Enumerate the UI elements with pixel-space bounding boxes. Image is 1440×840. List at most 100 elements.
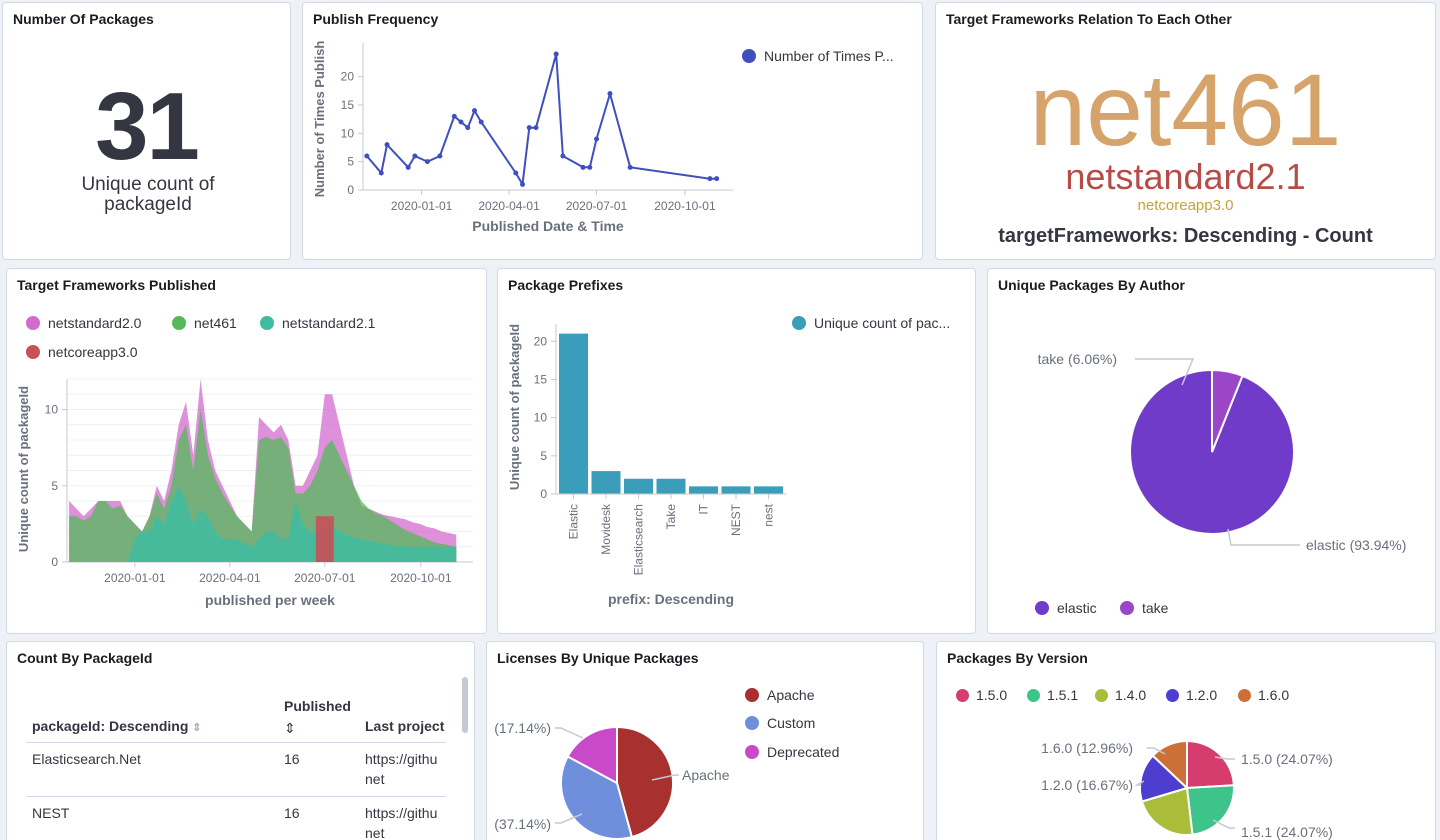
target-frameworks-relation-panel: Target Frameworks Relation To Each Other… [935, 2, 1436, 260]
y-tick-label: 5 [540, 449, 547, 463]
legend-color-dot [260, 316, 274, 330]
legend-color-dot [745, 716, 759, 730]
data-point [513, 170, 519, 176]
y-tick-label: 0 [540, 487, 547, 501]
legend-color-dot [792, 316, 806, 330]
data-point [405, 164, 411, 170]
x-axis-title: prefix: Descending [608, 591, 734, 607]
bar [624, 478, 653, 494]
legend-item[interactable]: Number of Times P... [742, 48, 894, 64]
legend-item[interactable]: netcoreapp3.0 [26, 344, 138, 360]
panel-title: Packages By Version [947, 650, 1088, 666]
bar [754, 486, 783, 494]
author-pie-chart: take (6.06%) elastic (93.94%) [1038, 351, 1407, 553]
data-point [471, 108, 477, 114]
table-cell-link[interactable]: net [365, 771, 385, 787]
legend-color-dot [745, 745, 759, 759]
data-point [714, 176, 720, 182]
legend-color-dot [956, 688, 969, 702]
x-tick-label: 2020-07-01 [566, 199, 628, 213]
panel-title: Number Of Packages [13, 11, 154, 27]
legend-item[interactable]: Apache [745, 687, 814, 703]
y-axis-title: Unique count of packageId [507, 324, 522, 490]
metric-value: 31 [95, 73, 200, 180]
legend-color-dot [1120, 601, 1134, 615]
slice-label: 1.6.0 (12.96%) [1041, 740, 1133, 756]
column-header-last-project[interactable]: Last project [365, 718, 444, 734]
legend-item[interactable]: net461 [172, 315, 237, 331]
data-point [594, 136, 600, 142]
data-point [707, 176, 713, 182]
legend-color-dot [742, 49, 756, 63]
bar [559, 333, 588, 494]
table-cell-link[interactable]: https://githu [365, 805, 438, 821]
data-point [533, 125, 539, 131]
sort-icon[interactable]: ⇕ [284, 720, 296, 736]
legend-color-dot [1027, 688, 1040, 702]
table-scrollbar[interactable] [462, 677, 468, 733]
legend-item[interactable]: take [1120, 600, 1168, 616]
series-bar [315, 516, 334, 562]
legend-label: Number of Times P... [764, 48, 894, 64]
y-tick-label: 0 [51, 555, 58, 569]
packages-by-version-panel: Packages By Version 1.5.0 1.5.1 1.4.0 1.… [936, 641, 1436, 840]
legend-item[interactable]: 1.5.0 [956, 687, 1007, 703]
table-cell-link[interactable]: https://githu [365, 751, 438, 767]
panel-title: Target Frameworks Relation To Each Other [946, 11, 1232, 27]
x-tick-label: nest [762, 503, 776, 526]
legend-label: 1.6.0 [1258, 687, 1290, 703]
table-cell-published: 16 [284, 751, 300, 767]
label-leader-line [1214, 756, 1235, 760]
data-point [412, 153, 418, 159]
legend-color-dot [26, 345, 40, 359]
legend-item[interactable]: 1.5.1 [1027, 687, 1078, 703]
slice-label: elastic (93.94%) [1306, 537, 1406, 553]
legend-label: net461 [194, 315, 237, 331]
label-leader-line [1135, 358, 1195, 386]
legend-item[interactable]: Custom [745, 715, 815, 731]
table-cell-package: Elasticsearch.Net [32, 751, 141, 767]
legend-color-dot [26, 316, 40, 330]
legend-label: 1.5.0 [976, 687, 1008, 703]
legend-item[interactable]: Unique count of pac... [792, 315, 950, 331]
x-tick-label: 2020-04-01 [478, 199, 540, 213]
data-point [424, 159, 430, 165]
data-point [384, 142, 390, 148]
column-header-packageid[interactable]: packageId: Descending ⇕ [32, 718, 202, 734]
x-tick-label: 2020-01-01 [391, 199, 453, 213]
tag-netcoreapp3-0[interactable]: netcoreapp3.0 [1137, 197, 1234, 214]
legend-label: netstandard2.0 [48, 315, 142, 331]
slice-label: (37.14%) [494, 816, 551, 832]
y-tick-label: 10 [341, 126, 355, 140]
x-tick-label: 2020-01-01 [104, 571, 166, 585]
x-tick-label: Movidesk [599, 503, 613, 555]
legend-label: 1.5.1 [1047, 687, 1079, 703]
data-point [627, 164, 633, 170]
y-tick-label: 0 [347, 183, 354, 197]
legend-item[interactable]: 1.2.0 [1166, 687, 1217, 703]
series-line [366, 53, 717, 188]
legend-item[interactable]: 1.4.0 [1095, 687, 1146, 703]
column-header-published[interactable]: Published [284, 698, 351, 714]
legend-item[interactable]: Deprecated [745, 744, 839, 760]
table-cell-link[interactable]: net [365, 825, 385, 840]
legend-item[interactable]: netstandard2.1 [260, 315, 375, 331]
pie-slice [1186, 739, 1235, 790]
legend-item[interactable]: elastic [1035, 600, 1097, 616]
slice-label: (17.14%) [494, 720, 551, 736]
y-tick-label: 5 [51, 479, 58, 493]
tag-cloud-caption: targetFrameworks: Descending - Count [998, 225, 1373, 247]
legend-item[interactable]: netstandard2.0 [26, 315, 141, 331]
table-cell-published: 16 [284, 805, 300, 821]
licenses-pie-chart: (17.14%) (37.14%) Apache [494, 720, 730, 840]
legend-item[interactable]: 1.6.0 [1238, 687, 1289, 703]
package-prefixes-panel: Package Prefixes Unique count of pac... … [497, 268, 976, 634]
tag-net461[interactable]: net461 [1029, 53, 1342, 167]
x-tick-label: 2020-10-01 [390, 571, 452, 585]
slice-label: 1.2.0 (16.67%) [1041, 777, 1133, 793]
sort-icon[interactable]: ⇕ [192, 722, 202, 734]
y-tick-label: 10 [534, 411, 548, 425]
legend-label: Deprecated [767, 744, 840, 760]
slice-label: 1.5.0 (24.07%) [1241, 751, 1333, 767]
tag-netstandard2-1[interactable]: netstandard2.1 [1065, 156, 1306, 197]
